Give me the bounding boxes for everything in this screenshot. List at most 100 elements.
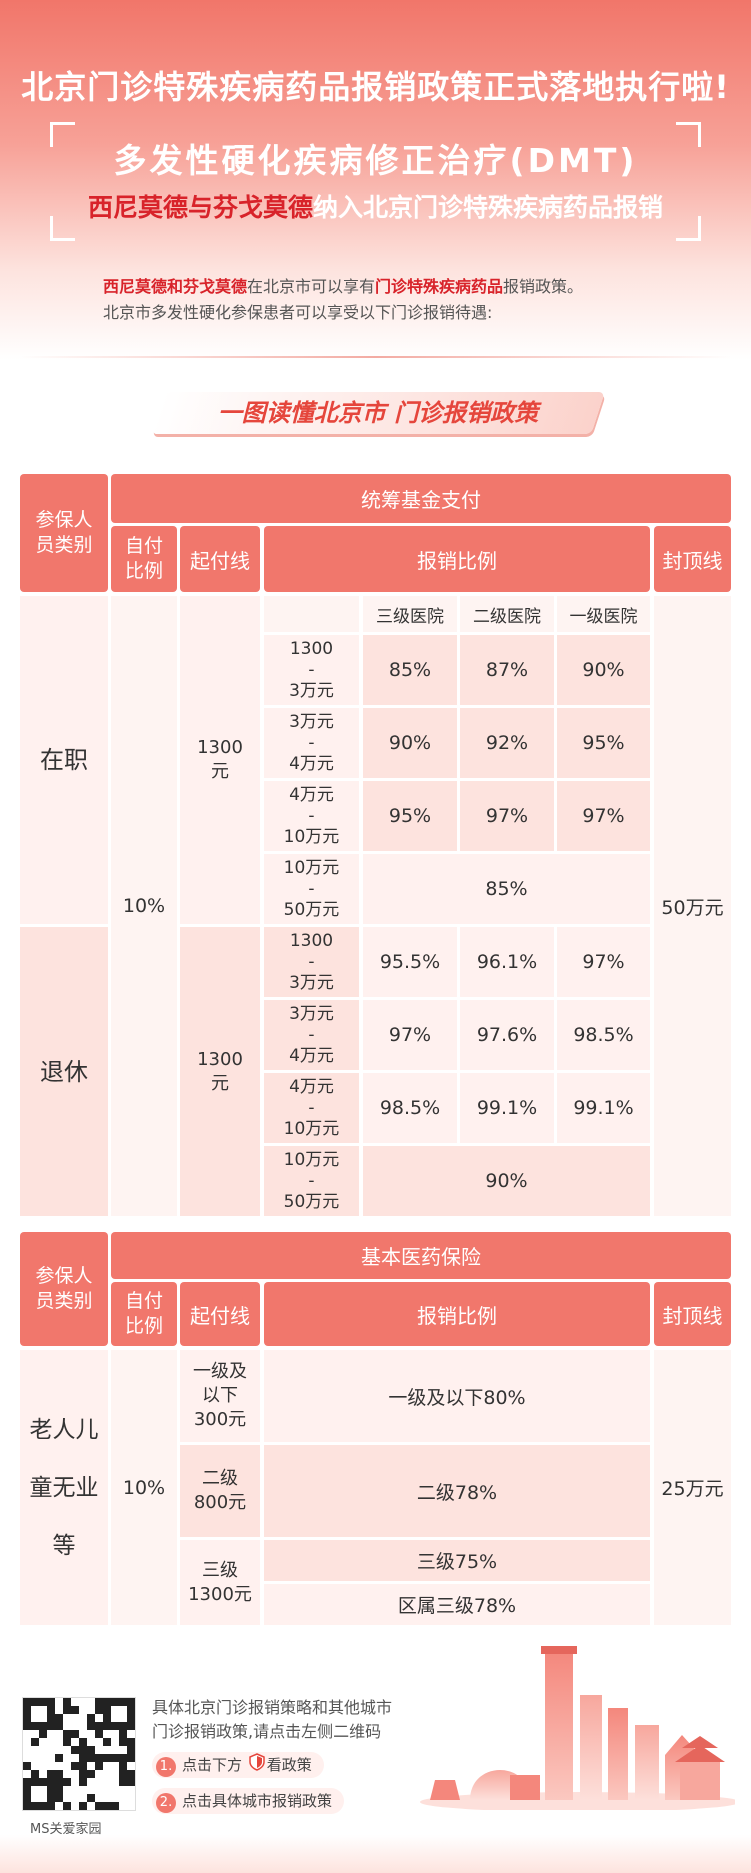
qr-module — [95, 1714, 103, 1722]
section-ribbon-title: 一图读懂北京市 门诊报销政策 — [217, 399, 539, 427]
range-cell: 4万元 -10万元 — [264, 781, 359, 851]
qr-module — [71, 1770, 79, 1778]
qr-module — [55, 1786, 63, 1794]
group-label: 退 — [40, 1057, 64, 1086]
qr-module — [23, 1738, 31, 1746]
ratio-cell: 99.1% — [460, 1073, 554, 1143]
qr-module — [55, 1706, 63, 1714]
qr-module — [63, 1706, 71, 1714]
qr-module — [103, 1794, 111, 1802]
qr-module — [127, 1738, 135, 1746]
qr-module — [47, 1714, 55, 1722]
qr-module — [39, 1754, 47, 1762]
ratio-cell: 92% — [460, 708, 554, 778]
deductible-level3: 三级 1300元 — [180, 1540, 260, 1625]
qr-module — [127, 1778, 135, 1786]
header-cap: 封顶线 — [654, 526, 731, 592]
range-cell: 1300-3万元 — [264, 635, 359, 705]
bracket-decoration — [50, 122, 75, 147]
qr-module — [79, 1706, 87, 1714]
selfpay-value: 10% — [111, 596, 177, 1216]
qr-module — [119, 1802, 127, 1810]
qr-module — [47, 1762, 55, 1770]
qr-module — [47, 1786, 55, 1794]
level-primary: 一级医院 — [557, 596, 650, 632]
level-tertiary: 三级医院 — [363, 596, 457, 632]
qr-module — [31, 1786, 39, 1794]
qr-module — [111, 1794, 119, 1802]
qr-module — [55, 1698, 63, 1706]
qr-module — [95, 1738, 103, 1746]
qr-module — [31, 1778, 39, 1786]
qr-module — [119, 1762, 127, 1770]
qr-module — [63, 1770, 71, 1778]
qr-code[interactable] — [22, 1697, 136, 1811]
qr-module — [63, 1722, 71, 1730]
qr-module — [47, 1722, 55, 1730]
qr-module — [55, 1746, 63, 1754]
qr-module — [71, 1786, 79, 1794]
qr-module — [127, 1722, 135, 1730]
qr-module — [39, 1746, 47, 1754]
qr-module — [79, 1802, 87, 1810]
group-label: 职 — [64, 746, 88, 774]
qr-module — [23, 1802, 31, 1810]
qr-module — [79, 1786, 87, 1794]
qr-module — [111, 1762, 119, 1770]
header-ratio: 报销比例 — [264, 526, 650, 592]
qr-module — [55, 1714, 63, 1722]
qr-module — [103, 1714, 111, 1722]
qr-module — [95, 1722, 103, 1730]
qr-module — [79, 1762, 87, 1770]
qr-module — [39, 1706, 47, 1714]
ratio-cell: 98.5% — [557, 1000, 650, 1070]
qr-module — [111, 1722, 119, 1730]
ratio-cell: 85% — [363, 635, 457, 705]
drug-names: 西尼莫德与芬戈莫德 — [87, 193, 313, 222]
qr-module — [127, 1802, 135, 1810]
qr-module — [47, 1778, 55, 1786]
qr-module — [87, 1738, 95, 1746]
qr-module — [87, 1778, 95, 1786]
qr-module — [111, 1738, 119, 1746]
qr-module — [63, 1746, 71, 1754]
qr-module — [55, 1730, 63, 1738]
qr-module — [95, 1794, 103, 1802]
qr-module — [127, 1770, 135, 1778]
qr-module — [111, 1746, 119, 1754]
qr-module — [31, 1762, 39, 1770]
step-1: 1. 点击下方 看政策 — [152, 1752, 324, 1778]
qr-module — [71, 1722, 79, 1730]
qr-module — [119, 1730, 127, 1738]
qr-module — [23, 1778, 31, 1786]
ratio-cell: 99.1% — [557, 1073, 650, 1143]
ratio-level2: 二级78% — [264, 1445, 650, 1537]
qr-module — [119, 1722, 127, 1730]
qr-module — [47, 1706, 55, 1714]
qr-module — [47, 1754, 55, 1762]
qr-module — [127, 1706, 135, 1714]
qr-module — [23, 1730, 31, 1738]
deductible-retired: 1300 元 — [180, 927, 260, 1216]
range-cell: 1300-3万元 — [264, 927, 359, 997]
qr-module — [111, 1714, 119, 1722]
qr-module — [87, 1754, 95, 1762]
qr-module — [103, 1746, 111, 1754]
deductible-employed: 1300 元 — [180, 596, 260, 924]
qr-module — [31, 1746, 39, 1754]
ratio-cell: 98.5% — [363, 1073, 457, 1143]
qr-module — [127, 1786, 135, 1794]
bottom-band — [0, 1835, 751, 1873]
qr-module — [103, 1698, 111, 1706]
qr-module — [55, 1738, 63, 1746]
subtitle-drugs: 西尼莫德与芬戈莫德纳入北京门诊特殊疾病药品报销 — [0, 188, 751, 224]
qr-module — [47, 1746, 55, 1754]
qr-module — [31, 1730, 39, 1738]
qr-module — [79, 1754, 87, 1762]
qr-module — [103, 1730, 111, 1738]
qr-module — [71, 1754, 79, 1762]
qr-module — [79, 1778, 87, 1786]
ratio-cell: 97.6% — [460, 1000, 554, 1070]
step-number: 2. — [156, 1793, 176, 1813]
qr-module — [87, 1762, 95, 1770]
